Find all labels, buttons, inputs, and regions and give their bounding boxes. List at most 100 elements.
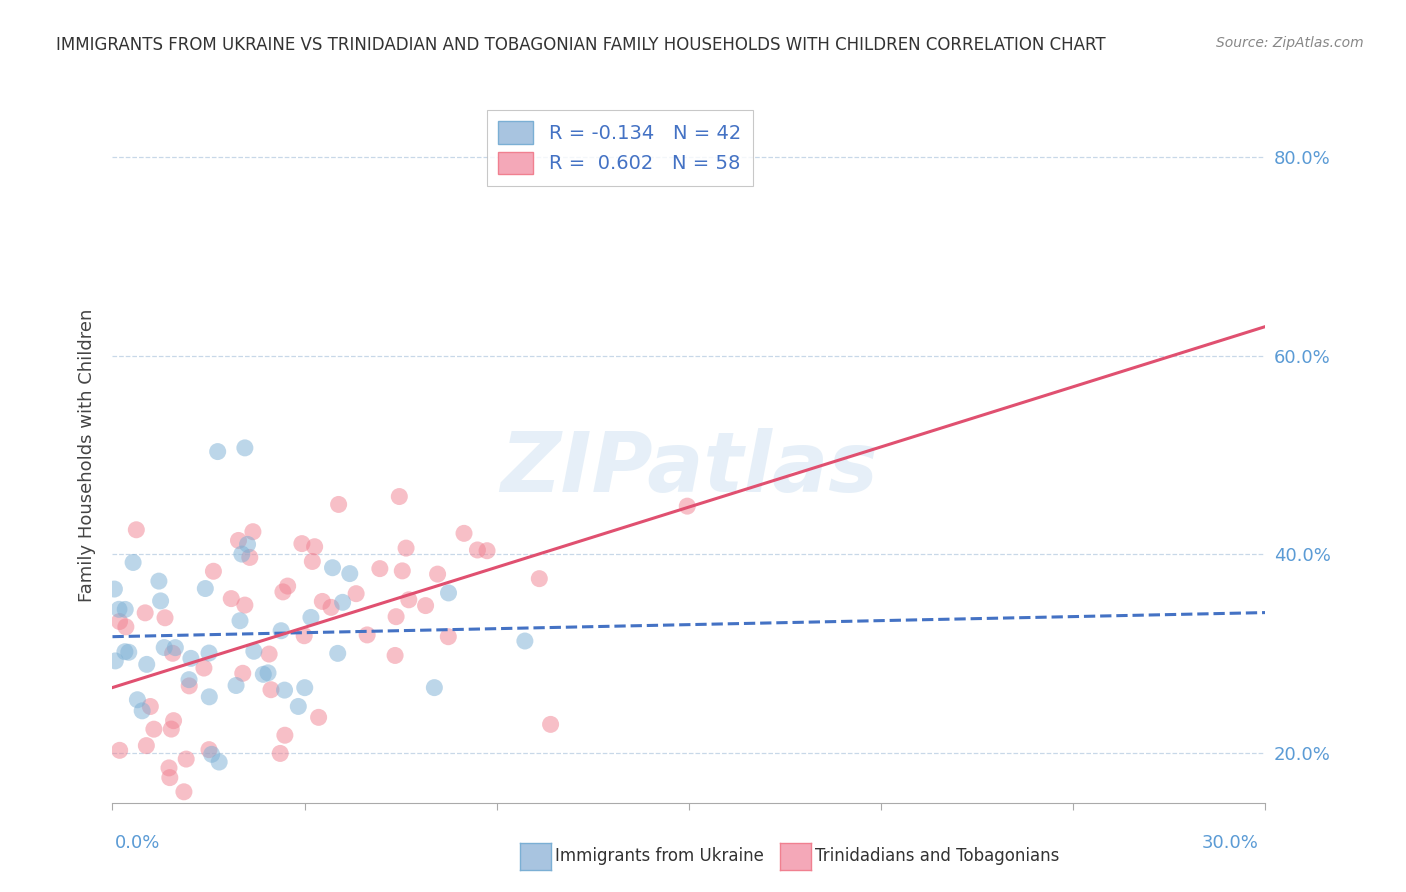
Point xyxy=(134,606,156,620)
Text: Source: ZipAtlas.com: Source: ZipAtlas.com xyxy=(1216,36,1364,50)
Y-axis label: Family Households with Children: Family Households with Children xyxy=(77,309,96,601)
Text: Trinidadians and Tobagonians: Trinidadians and Tobagonians xyxy=(815,847,1060,865)
Point xyxy=(135,657,157,672)
Point xyxy=(162,714,184,728)
Point xyxy=(540,717,562,731)
Point xyxy=(125,523,148,537)
Point xyxy=(179,679,201,693)
Point xyxy=(142,722,165,736)
Point xyxy=(236,537,259,551)
Point xyxy=(149,594,172,608)
Text: 0.0%: 0.0% xyxy=(115,834,160,852)
Point xyxy=(257,647,280,661)
Point xyxy=(165,640,187,655)
Point xyxy=(193,661,215,675)
Point xyxy=(232,666,254,681)
Point xyxy=(233,441,256,455)
Point xyxy=(513,634,536,648)
Point xyxy=(257,665,280,680)
Point xyxy=(104,654,127,668)
Point xyxy=(229,614,252,628)
Point xyxy=(292,629,315,643)
Point xyxy=(395,541,418,555)
Point xyxy=(118,645,141,659)
Point xyxy=(269,747,291,761)
Point xyxy=(153,611,176,625)
Point xyxy=(160,722,183,736)
Point xyxy=(270,624,292,638)
Point xyxy=(231,547,253,561)
Point xyxy=(243,644,266,658)
Text: Immigrants from Ukraine: Immigrants from Ukraine xyxy=(555,847,765,865)
Point xyxy=(260,682,283,697)
Point xyxy=(423,681,446,695)
Point xyxy=(426,567,449,582)
Point xyxy=(308,710,330,724)
Point xyxy=(676,499,699,513)
Point xyxy=(127,692,149,706)
Point xyxy=(437,586,460,600)
Text: 30.0%: 30.0% xyxy=(1202,834,1258,852)
Point xyxy=(274,728,297,742)
Point xyxy=(467,543,489,558)
Point xyxy=(153,640,176,655)
Point xyxy=(368,561,391,575)
Point xyxy=(174,752,197,766)
Point xyxy=(294,681,316,695)
Point xyxy=(291,536,314,550)
Point xyxy=(277,579,299,593)
Point xyxy=(328,498,350,512)
Point xyxy=(233,598,256,612)
Point xyxy=(475,543,498,558)
Point xyxy=(301,554,323,568)
Text: ZIPatlas: ZIPatlas xyxy=(501,428,877,509)
Point xyxy=(114,602,136,616)
Point xyxy=(344,587,367,601)
Point xyxy=(108,602,131,616)
Point xyxy=(385,609,408,624)
Point xyxy=(228,533,250,548)
Point xyxy=(198,646,221,660)
Point xyxy=(131,704,153,718)
Point xyxy=(225,679,247,693)
Point xyxy=(332,595,354,609)
Point xyxy=(384,648,406,663)
Point xyxy=(108,743,131,757)
Point xyxy=(135,739,157,753)
Point xyxy=(207,444,229,458)
Text: IMMIGRANTS FROM UKRAINE VS TRINIDADIAN AND TOBAGONIAN FAMILY HOUSEHOLDS WITH CHI: IMMIGRANTS FROM UKRAINE VS TRINIDADIAN A… xyxy=(56,36,1107,54)
Point xyxy=(177,673,200,687)
Point xyxy=(252,667,274,681)
Point xyxy=(299,610,322,624)
Point xyxy=(239,550,262,565)
Point xyxy=(437,630,460,644)
Point xyxy=(114,645,136,659)
Point xyxy=(159,771,181,785)
Point xyxy=(415,599,437,613)
Point xyxy=(208,755,231,769)
Point xyxy=(162,646,184,660)
Point xyxy=(198,690,221,704)
Point xyxy=(198,742,221,756)
Point xyxy=(322,560,344,574)
Point xyxy=(194,582,217,596)
Point xyxy=(304,540,326,554)
Point xyxy=(148,574,170,588)
Point xyxy=(271,585,294,599)
Point xyxy=(202,564,225,578)
Point xyxy=(103,582,125,596)
Point xyxy=(242,524,264,539)
Point xyxy=(122,556,145,570)
Point xyxy=(339,566,361,581)
Point xyxy=(108,615,131,629)
Point xyxy=(398,592,420,607)
Point xyxy=(287,699,309,714)
Point xyxy=(529,572,551,586)
Legend: R = -0.134   N = 42, R =  0.602   N = 58: R = -0.134 N = 42, R = 0.602 N = 58 xyxy=(486,110,752,186)
Point xyxy=(157,761,180,775)
Point xyxy=(391,564,413,578)
Point xyxy=(115,620,138,634)
Point xyxy=(173,785,195,799)
Point xyxy=(453,526,475,541)
Point xyxy=(326,646,349,660)
